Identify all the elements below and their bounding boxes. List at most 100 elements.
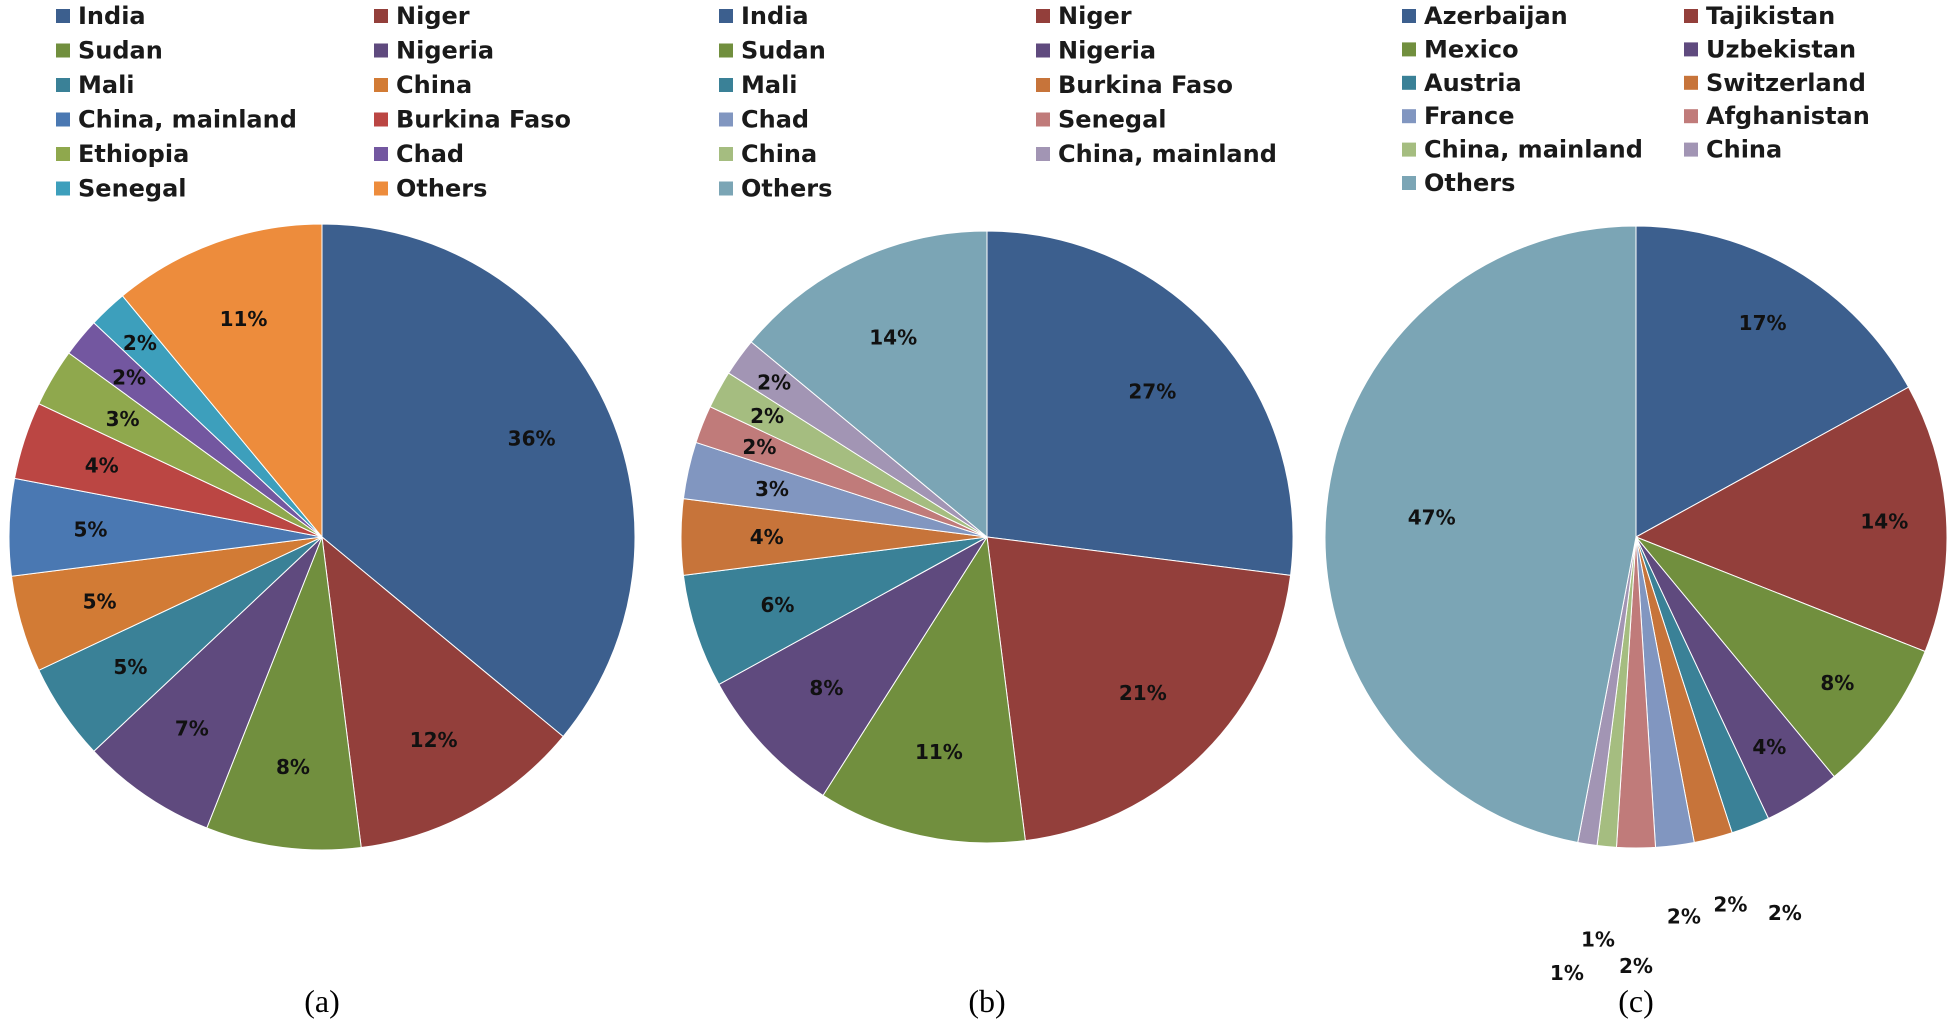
legend: Azerbaijan Tajikistan Mexico Uzbekistan Aust… (1402, 2, 1870, 197)
legend-swatch (719, 78, 733, 92)
legend-item: Ethiopia (56, 140, 189, 168)
data-label: 36% (508, 426, 556, 450)
data-label: 5% (74, 518, 108, 542)
legend-label: China, mainland (1424, 136, 1643, 164)
legend-label: Senegal (78, 175, 187, 203)
legend-swatch (1684, 9, 1698, 23)
legend-label: China, mainland (78, 106, 297, 134)
data-label: 8% (809, 676, 843, 700)
legend-swatch (374, 9, 388, 23)
legend-label: Niger (396, 2, 470, 30)
data-label: 2% (1768, 901, 1802, 925)
legend-label: Others (741, 175, 832, 203)
data-label: 2% (757, 370, 791, 394)
legend-item: Others (1402, 169, 1515, 197)
legend-label: Chad (396, 140, 464, 168)
legend-label: Azerbaijan (1424, 2, 1568, 30)
legend-swatch (1402, 176, 1416, 190)
legend-item: Azerbaijan (1402, 2, 1568, 30)
legend-swatch (1402, 142, 1416, 157)
legend-label: Chad (741, 106, 809, 134)
pie-chart-b: India Niger Sudan Nigeria Mali Burkina Faso Ch… (680, 2, 1294, 1019)
legend-item: Chad (719, 106, 809, 134)
chart-caption: (c) (1618, 983, 1654, 1019)
legend-item: Others (719, 175, 832, 203)
legend-item: Mali (719, 71, 798, 99)
legend-item: China, mainland (56, 106, 297, 134)
pie-slice (321, 535, 564, 849)
legend-swatch (1036, 9, 1050, 23)
pie-slice (1324, 225, 1637, 844)
legend-swatch (374, 78, 388, 92)
legend-label: Nigeria (396, 37, 494, 65)
slices (680, 230, 1294, 844)
legend-item: Mexico (1402, 35, 1519, 63)
pie-slice (93, 536, 323, 829)
legend-swatch (1036, 43, 1050, 58)
data-label: 47% (1408, 506, 1456, 530)
legend-item: France (1402, 102, 1514, 130)
pie-chart-c: Azerbaijan Tajikistan Mexico Uzbekistan Aust… (1324, 2, 1948, 1019)
legend-label: Uzbekistan (1706, 35, 1856, 63)
data-label: 2% (112, 365, 146, 389)
legend-swatch (374, 43, 388, 58)
legend-swatch (719, 9, 733, 23)
pie-slice (1634, 386, 1948, 653)
legend-item: China, mainland (1036, 140, 1277, 168)
legend-label: China (1706, 136, 1782, 164)
legend-item: Mali (56, 71, 135, 99)
legend-label: Ethiopia (78, 140, 189, 168)
legend-swatch (1684, 42, 1698, 57)
legend-swatch (56, 147, 70, 161)
legend-item: Austria (1402, 69, 1522, 97)
legend-label: India (78, 2, 146, 30)
legend-item: Nigeria (1036, 37, 1156, 65)
legend-swatch (1684, 109, 1698, 124)
legend-item: Burkina Faso (374, 106, 571, 134)
legend-item: Tajikistan (1684, 2, 1835, 30)
legend-swatch (1036, 112, 1050, 127)
legend-swatch (56, 112, 70, 127)
legend-item: Chad (374, 140, 464, 168)
legend-swatch (1036, 147, 1050, 161)
data-label: 2% (1713, 893, 1747, 917)
chart-caption: (a) (304, 983, 340, 1019)
legend-label: Burkina Faso (1058, 71, 1233, 99)
legend-swatch (56, 78, 70, 92)
chart-caption: (b) (968, 983, 1005, 1019)
pie-slice (321, 223, 636, 738)
legend-label: China (741, 140, 817, 168)
pie-slice (750, 230, 988, 539)
data-label: 4% (750, 525, 784, 549)
legend-swatch (719, 147, 733, 161)
legend-swatch (1402, 109, 1416, 124)
pie-slice (718, 536, 988, 797)
legend: India Niger Sudan Nigeria Mali Burkina Faso Ch… (719, 2, 1277, 203)
pie-slice (822, 535, 1026, 844)
legend-label: Others (1424, 169, 1515, 197)
data-label: 3% (755, 477, 789, 501)
pie-slice (206, 536, 362, 851)
data-label: 8% (1820, 671, 1854, 695)
legend-label: Nigeria (1058, 37, 1156, 65)
legend-label: France (1424, 102, 1514, 130)
slice-labels: 27% 21% 11% 8% 6% 4% 3% 2% 2% 2% 14% (742, 326, 1176, 764)
legend-label: China, mainland (1058, 140, 1277, 168)
data-label: 2% (123, 331, 157, 355)
slices (1324, 225, 1948, 849)
data-label: 17% (1739, 311, 1787, 335)
legend-swatch (719, 112, 733, 127)
data-label: 8% (276, 755, 310, 779)
data-label: 6% (761, 593, 795, 617)
data-label: 14% (1860, 509, 1908, 533)
legend-label: Mexico (1424, 35, 1519, 63)
legend-label: Mali (78, 71, 135, 99)
slices (8, 223, 636, 851)
legend-swatch (1036, 78, 1050, 92)
pie-slice (1635, 536, 1926, 778)
data-label: 12% (410, 728, 458, 752)
legend-item: Sudan (56, 37, 163, 65)
data-label: 11% (915, 740, 963, 764)
legend-swatch (1402, 75, 1416, 90)
data-label: 21% (1119, 681, 1167, 705)
